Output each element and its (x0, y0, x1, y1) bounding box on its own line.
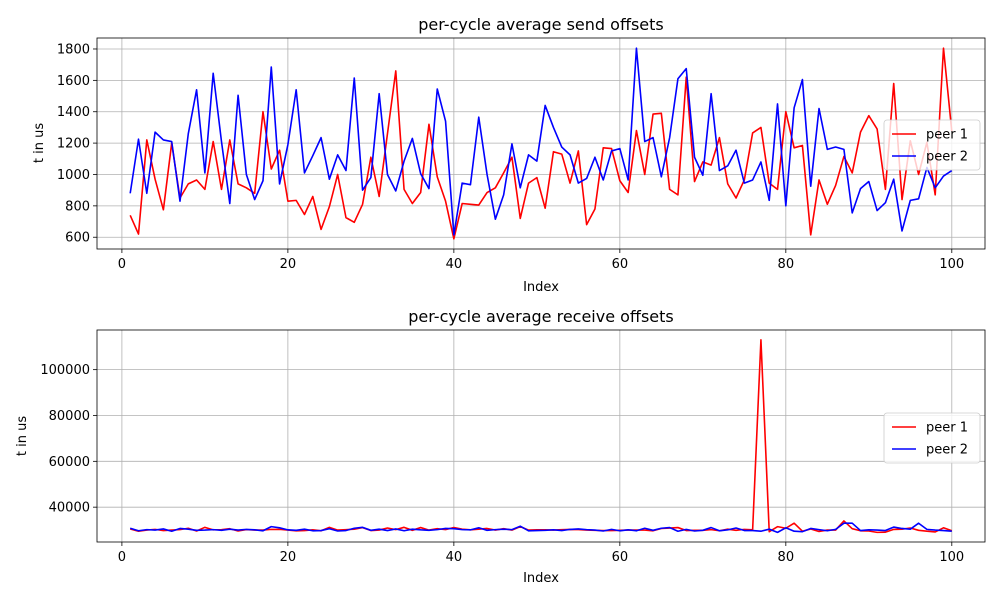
send-offsets-xtick-label: 0 (118, 257, 126, 272)
receive-offsets-xtick-label: 100 (939, 550, 964, 565)
send-offsets-legend-box (883, 119, 981, 171)
send-offsets-series-peer-2-line (129, 47, 953, 236)
send-offsets-xtick-label: 20 (280, 257, 297, 272)
receive-offsets-ylabel: t in us (15, 416, 30, 456)
send-offsets-ytick-label: 1400 (57, 105, 90, 120)
send-offsets-series-peer-1-line (129, 47, 953, 240)
send-offsets-axes-frame (96, 37, 986, 250)
receive-offsets-ytick-label: 100000 (40, 363, 90, 378)
send-offsets-xlabel: Index (523, 280, 559, 295)
send-offsets-legend: peer 1 peer 2 (883, 119, 981, 171)
send-offsets-title: per-cycle average send offsets (418, 15, 664, 34)
send-offsets-xtick-label: 100 (939, 257, 964, 272)
receive-offsets-series-peer-2-line (129, 522, 952, 534)
receive-offsets-ytick-label: 80000 (49, 409, 90, 424)
receive-offsets-ytick-label: 40000 (49, 501, 90, 516)
receive-offsets-xtick-label: 60 (612, 550, 629, 565)
receive-offsets-axes-frame (96, 329, 986, 543)
receive-offsets-ytick-label: 60000 (49, 455, 90, 470)
send-offsets-ytick-label: 1600 (57, 74, 90, 89)
receive-offsets-xlabel: Index (523, 571, 559, 586)
receive-offsets-grid (97, 330, 985, 542)
receive-offsets-plot: per-cycle average receive offsets Index … (15, 307, 986, 586)
receive-offsets-title: per-cycle average receive offsets (408, 307, 674, 326)
send-offsets-ylabel: t in us (32, 123, 47, 163)
send-offsets-xtick-label: 60 (612, 257, 629, 272)
send-offsets-ytick-label: 800 (65, 199, 90, 214)
send-offsets-grid (97, 38, 985, 249)
send-offsets-xtick-label: 40 (446, 257, 463, 272)
send-offsets-ytick-label: 600 (65, 231, 90, 246)
send-offsets-ytick-label: 1800 (57, 42, 90, 57)
receive-offsets-legend-label: peer 1 (926, 421, 968, 436)
receive-offsets-xtick-label: 20 (280, 550, 297, 565)
receive-offsets-xtick-label: 80 (778, 550, 795, 565)
send-offsets-xtick-label: 80 (778, 257, 795, 272)
send-offsets-plot: per-cycle average send offsets Index t i… (32, 15, 986, 295)
send-offsets-legend-label: peer 1 (926, 128, 968, 143)
receive-offsets-legend: peer 1 peer 2 (883, 412, 981, 464)
send-offsets-ytick-label: 1200 (57, 137, 90, 152)
send-offsets-ytick-label: 1000 (57, 168, 90, 183)
receive-offsets-legend-box (883, 412, 981, 464)
receive-offsets-legend-label: peer 2 (926, 443, 968, 458)
receive-offsets-xtick-label: 40 (446, 550, 463, 565)
send-offsets-legend-label: peer 2 (926, 150, 968, 165)
receive-offsets-xtick-label: 0 (118, 550, 126, 565)
